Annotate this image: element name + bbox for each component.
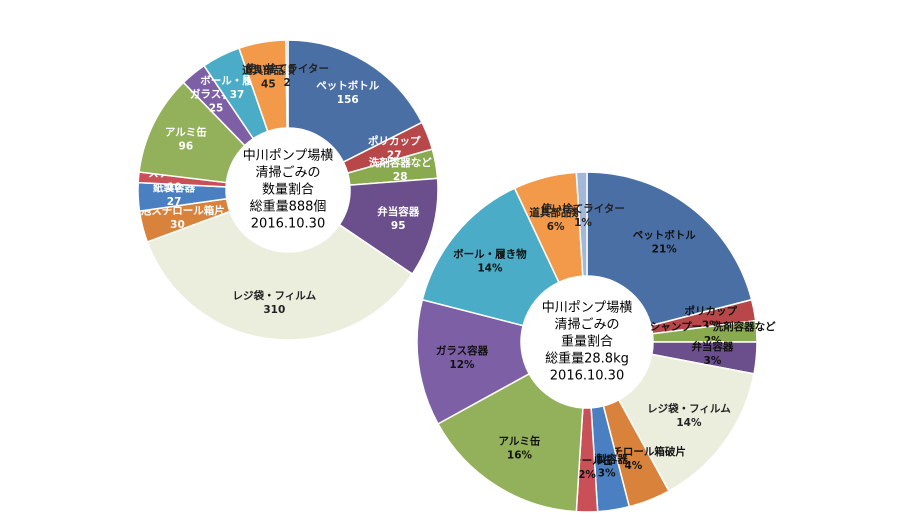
slice-label: 紙製容器 — [586, 452, 628, 465]
slice-label: レジ袋・フィルム — [233, 289, 317, 302]
slice-label: レジ袋・フィルム — [647, 402, 731, 415]
value-label: 14% — [477, 263, 503, 275]
value-label: 1% — [574, 217, 592, 229]
center-text: 中川ポンプ場横 — [542, 301, 633, 316]
slice-label: ポリカップ — [685, 304, 738, 317]
center-text: 総重量28.8kg — [545, 351, 629, 367]
value-label: 156 — [337, 94, 359, 106]
slice — [437, 372, 584, 513]
value-label: 95 — [391, 220, 406, 232]
slice — [586, 171, 753, 327]
center-text: 清掃ごみの — [554, 317, 619, 333]
slice-label: アルミ缶 — [499, 434, 541, 447]
slice-label: 道具部品類 — [242, 64, 295, 77]
value-label: 3% — [704, 355, 722, 367]
center-text: 数量割合 — [262, 182, 314, 198]
slice-label: 洗剤容器など — [369, 156, 432, 169]
slice-label: 弁当容器 — [377, 205, 419, 218]
slice-label: ポリカップ — [368, 135, 421, 148]
value-label: 96 — [179, 140, 194, 152]
slice-label: 使い捨てライター — [540, 202, 625, 215]
center-text: 清掃ごみの — [255, 165, 320, 181]
value-label: 37 — [230, 89, 245, 101]
value-label: 12% — [449, 359, 475, 371]
slice-label: 使い捨てライター — [244, 62, 329, 75]
center-text: 中川ポンプ場横 — [243, 149, 334, 164]
value-label: 45 — [261, 79, 276, 91]
slice-label: シャンプー・洗剤容器など — [650, 320, 776, 333]
value-label: 25 — [209, 103, 224, 115]
value-label: 21% — [652, 243, 678, 255]
value-label: 3% — [598, 467, 616, 479]
value-label: 6% — [547, 221, 565, 233]
slice-label: ペットボトル — [316, 79, 379, 92]
slice — [575, 171, 588, 277]
slice-label: アルミ缶 — [165, 125, 207, 138]
slice — [287, 39, 423, 164]
value-label: 2 — [284, 77, 291, 89]
donut-hole — [227, 129, 349, 251]
center-text: 2016.10.30 — [251, 217, 325, 232]
donut-hole — [522, 277, 652, 407]
slice — [285, 39, 289, 129]
slice — [146, 210, 414, 341]
slice-label: 弁当容器 — [691, 340, 733, 353]
value-label: 28 — [393, 171, 408, 183]
value-label: 16% — [507, 449, 533, 461]
slice-label: 道具部品類 — [529, 206, 582, 219]
slice-label: ペットボトル — [633, 228, 696, 241]
value-label: 14% — [676, 417, 702, 429]
value-label: 30 — [170, 219, 185, 231]
value-label: 10 — [167, 181, 182, 193]
center-text: 総重量888個 — [250, 199, 327, 215]
slice — [421, 187, 560, 327]
slice-label: ガラス容器 — [436, 344, 489, 357]
center-text: 2016.10.30 — [550, 369, 624, 384]
value-label: 4% — [624, 460, 642, 472]
value-label: 310 — [263, 304, 285, 316]
slice-label: ボール・履き物 — [453, 248, 527, 261]
value-label: 2% — [578, 469, 596, 481]
value-label: 27 — [167, 196, 182, 208]
slice — [617, 353, 755, 492]
center-text: 重量割合 — [561, 334, 613, 350]
